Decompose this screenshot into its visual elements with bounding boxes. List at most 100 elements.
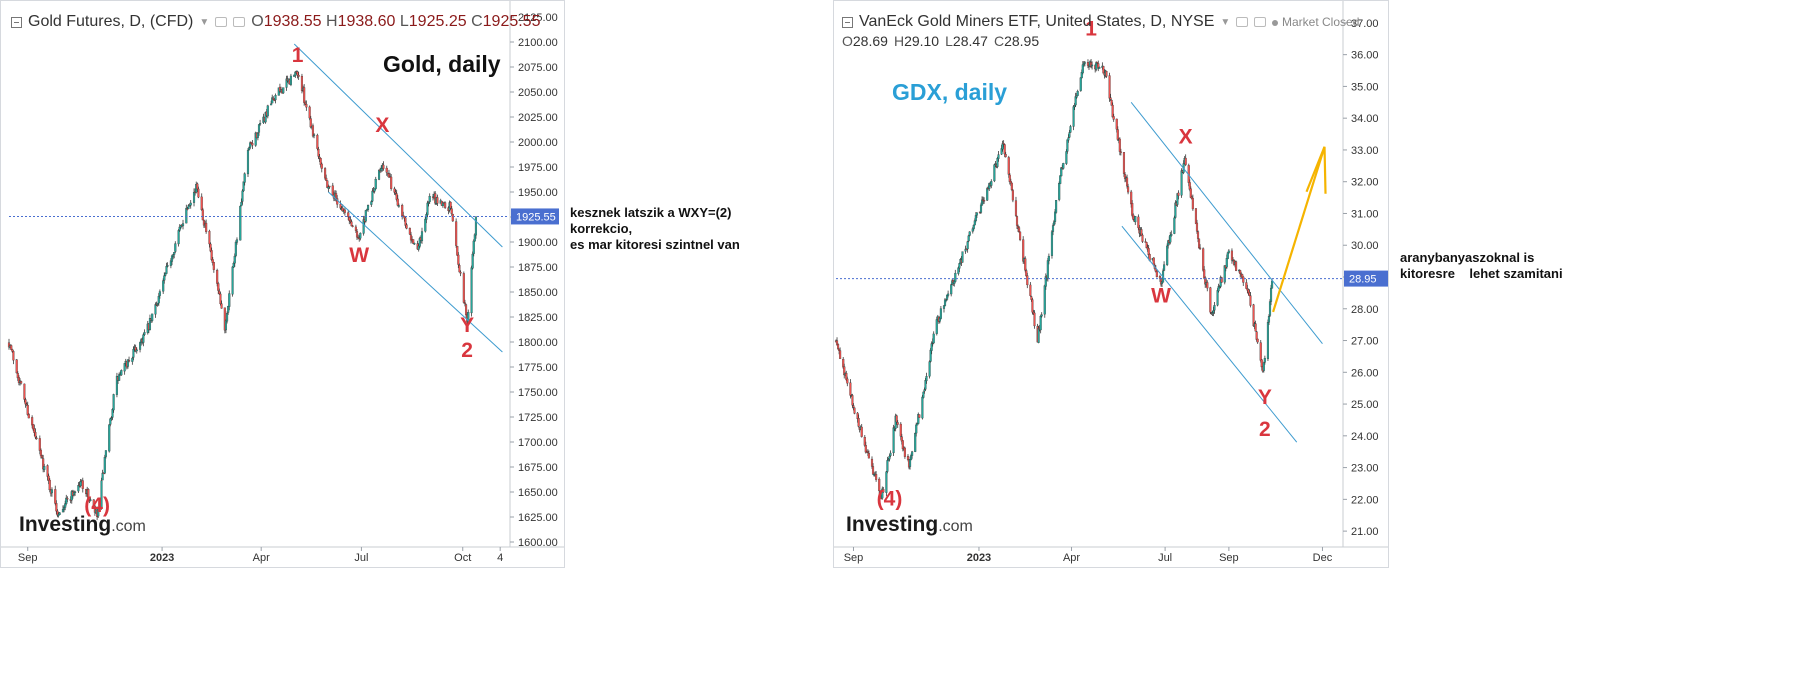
candle-body	[895, 415, 898, 423]
channel-trendline[interactable]	[293, 43, 503, 248]
settings-icon[interactable]	[215, 17, 228, 27]
candle-body	[990, 181, 993, 186]
candle-body	[882, 489, 885, 493]
channel-trendline[interactable]	[1121, 225, 1298, 443]
candle-body	[173, 252, 176, 255]
candle-body	[11, 349, 14, 352]
candle-body	[235, 239, 239, 243]
breakout-arrow-head	[1323, 146, 1327, 194]
x-tick-label: Sep	[18, 552, 38, 564]
candle-body	[1069, 126, 1072, 133]
candle-body	[259, 123, 262, 125]
gdx-symbol-title[interactable]: VanEck Gold Miners ETF, United States, D…	[859, 13, 1215, 30]
candle-body	[986, 188, 989, 201]
candle-body	[239, 206, 242, 241]
candle-body	[317, 149, 320, 157]
candle-body	[1112, 116, 1115, 120]
candle-body	[917, 414, 920, 424]
candle-body	[266, 105, 269, 117]
candle-body	[20, 381, 23, 384]
hide-icon[interactable]	[233, 17, 246, 27]
candle-body	[851, 395, 854, 406]
candle-body	[219, 293, 222, 305]
candle-body	[189, 202, 192, 206]
y-tick-label: 32.00	[1351, 177, 1379, 189]
candle-body	[12, 351, 15, 361]
x-tick-label: Jul	[354, 552, 368, 564]
x-tick-label: Sep	[844, 552, 864, 564]
candle-body	[1079, 77, 1082, 91]
channel-trendline[interactable]	[328, 191, 503, 353]
candle-body	[264, 112, 267, 123]
y-tick-label: 1700.00	[518, 437, 558, 449]
candle-body	[242, 181, 245, 192]
candle-body	[347, 212, 350, 217]
gold-chart-canvas[interactable]: 2125.00 2100.00 2075.00 2050.00 2025.00 2000.…	[1, 1, 564, 567]
candle-body	[915, 424, 918, 434]
collapse-icon[interactable]	[842, 16, 853, 28]
candle-body	[1010, 182, 1013, 191]
y-tick-label: 25.00	[1351, 399, 1379, 411]
y-tick-label: 1650.00	[518, 487, 558, 499]
candle-body	[172, 254, 175, 257]
candle-body	[326, 180, 329, 188]
x-tick-label: Jul	[1158, 552, 1172, 564]
candle-body	[319, 158, 322, 165]
candle-body	[449, 201, 452, 209]
candle-body	[464, 304, 468, 316]
candle-body	[143, 331, 146, 335]
candle-body	[428, 195, 431, 202]
y-tick-label: 2025.00	[518, 112, 558, 124]
candle-body	[436, 197, 439, 204]
candle-body	[257, 124, 261, 133]
collapse-icon[interactable]	[11, 16, 22, 28]
candle-body	[470, 267, 473, 314]
candle-body	[254, 132, 257, 146]
y-tick-label: 2100.00	[518, 37, 558, 49]
breakout-arrow-shaft[interactable]	[1272, 146, 1326, 313]
candle-body	[968, 231, 971, 236]
y-tick-label: 1975.00	[518, 162, 558, 174]
candle-body	[359, 232, 362, 239]
candle-body	[325, 177, 328, 181]
candle-body	[1068, 132, 1071, 138]
candle-body	[10, 345, 13, 350]
candle-body	[947, 293, 950, 296]
candle-body	[1184, 157, 1187, 165]
channel-trendline[interactable]	[1130, 101, 1323, 345]
settings-icon[interactable]	[1236, 17, 1249, 27]
candle-body	[401, 205, 404, 216]
candle-body	[1209, 287, 1212, 313]
candle-body	[377, 169, 381, 180]
candle-body	[903, 447, 906, 457]
candle-body	[853, 407, 856, 414]
gdx-chart-canvas[interactable]: 37.00 36.00 35.00 34.00 33.00 32.00 31.00 30.00…	[834, 1, 1388, 567]
candle-body	[451, 213, 454, 222]
candle-body	[426, 202, 429, 215]
last-price-label: 28.95	[1349, 274, 1377, 286]
y-tick-label: 1775.00	[518, 362, 558, 374]
investing-logo: Investing.com	[19, 513, 146, 536]
candle-body	[233, 255, 236, 264]
candle-body	[118, 374, 121, 381]
gold-symbol-title[interactable]: Gold Futures, D, (CFD)	[28, 13, 194, 30]
candle-body	[457, 254, 460, 265]
candle-body	[170, 255, 174, 262]
y-tick-label: 30.00	[1351, 240, 1379, 252]
candle-body	[892, 427, 895, 454]
candle-body	[1216, 290, 1219, 306]
candle-body	[1091, 64, 1094, 67]
candle-body	[922, 391, 925, 398]
candle-body	[455, 221, 458, 246]
candle-body	[1155, 271, 1158, 278]
hide-icon[interactable]	[1254, 17, 1267, 27]
candle-body	[55, 503, 58, 512]
candle-body	[1109, 97, 1112, 100]
chevron-down-icon[interactable]: ▼	[1220, 16, 1231, 28]
candle-body	[308, 106, 311, 119]
wave-label: (4)	[84, 494, 110, 517]
x-tick-label: 2023	[967, 552, 991, 564]
chevron-down-icon[interactable]: ▼	[199, 16, 210, 28]
candle-body	[857, 418, 860, 427]
candle-body	[459, 271, 462, 274]
